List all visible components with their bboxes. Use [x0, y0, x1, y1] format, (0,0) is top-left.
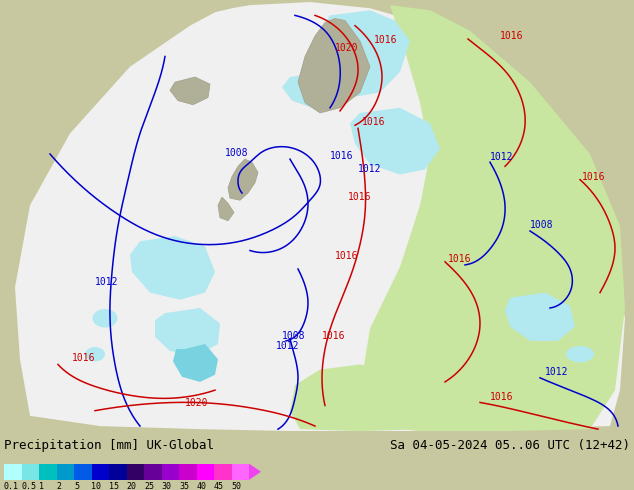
Text: 1: 1 — [39, 482, 44, 490]
Bar — [56, 464, 74, 480]
Text: 1016: 1016 — [348, 192, 372, 202]
Polygon shape — [350, 108, 440, 174]
Bar — [144, 464, 162, 480]
Text: 1012: 1012 — [490, 152, 514, 162]
Bar — [197, 464, 214, 480]
Text: 35: 35 — [179, 482, 189, 490]
Bar — [214, 464, 231, 480]
Bar — [4, 464, 22, 480]
Polygon shape — [155, 308, 220, 354]
Polygon shape — [173, 344, 218, 382]
Text: 30: 30 — [162, 482, 172, 490]
Text: 40: 40 — [197, 482, 207, 490]
Text: 20: 20 — [127, 482, 136, 490]
Text: 2: 2 — [56, 482, 61, 490]
Text: 1016: 1016 — [490, 392, 514, 402]
Polygon shape — [282, 72, 335, 108]
Text: 1012: 1012 — [95, 277, 119, 288]
Text: 1016: 1016 — [72, 353, 96, 364]
Polygon shape — [218, 197, 234, 220]
Text: 50: 50 — [231, 482, 242, 490]
Text: 1016: 1016 — [330, 151, 354, 161]
Text: Sa 04-05-2024 05..06 UTC (12+42): Sa 04-05-2024 05..06 UTC (12+42) — [390, 440, 630, 452]
Bar — [22, 464, 39, 480]
Text: Precipitation [mm] UK-Global: Precipitation [mm] UK-Global — [4, 440, 214, 452]
Ellipse shape — [85, 347, 105, 362]
Text: 1008: 1008 — [282, 331, 306, 341]
Text: 15: 15 — [109, 482, 119, 490]
Polygon shape — [228, 159, 258, 200]
Text: 1016: 1016 — [322, 331, 346, 341]
Text: 1012: 1012 — [276, 341, 299, 351]
Polygon shape — [15, 2, 625, 431]
Bar — [91, 464, 109, 480]
Text: 1016: 1016 — [374, 35, 398, 45]
Polygon shape — [315, 10, 410, 98]
Text: 1020: 1020 — [185, 397, 209, 408]
Polygon shape — [249, 464, 261, 480]
Bar — [179, 464, 197, 480]
Text: 45: 45 — [214, 482, 224, 490]
Bar — [39, 464, 56, 480]
Text: 1012: 1012 — [545, 367, 569, 377]
Text: 1008: 1008 — [225, 148, 249, 158]
Text: 1020: 1020 — [335, 43, 358, 53]
Polygon shape — [130, 236, 215, 300]
Text: 0.5: 0.5 — [22, 482, 37, 490]
Polygon shape — [360, 5, 625, 431]
Text: 1008: 1008 — [530, 220, 553, 230]
Polygon shape — [298, 19, 370, 113]
Bar — [74, 464, 91, 480]
Text: 1012: 1012 — [358, 165, 382, 174]
Bar — [127, 464, 144, 480]
Text: 1016: 1016 — [582, 172, 605, 182]
Text: 0.1: 0.1 — [4, 482, 19, 490]
Bar — [109, 464, 127, 480]
Bar — [231, 464, 249, 480]
Ellipse shape — [93, 309, 117, 327]
Text: 1016: 1016 — [335, 251, 358, 261]
Polygon shape — [170, 77, 210, 105]
Text: 1016: 1016 — [500, 31, 524, 41]
Text: 1016: 1016 — [448, 254, 472, 264]
Text: 10: 10 — [91, 482, 101, 490]
Text: 1016: 1016 — [362, 117, 385, 127]
Ellipse shape — [566, 346, 594, 363]
Polygon shape — [505, 293, 575, 341]
Polygon shape — [290, 365, 420, 431]
Bar — [162, 464, 179, 480]
Text: 25: 25 — [144, 482, 154, 490]
Text: 5: 5 — [74, 482, 79, 490]
